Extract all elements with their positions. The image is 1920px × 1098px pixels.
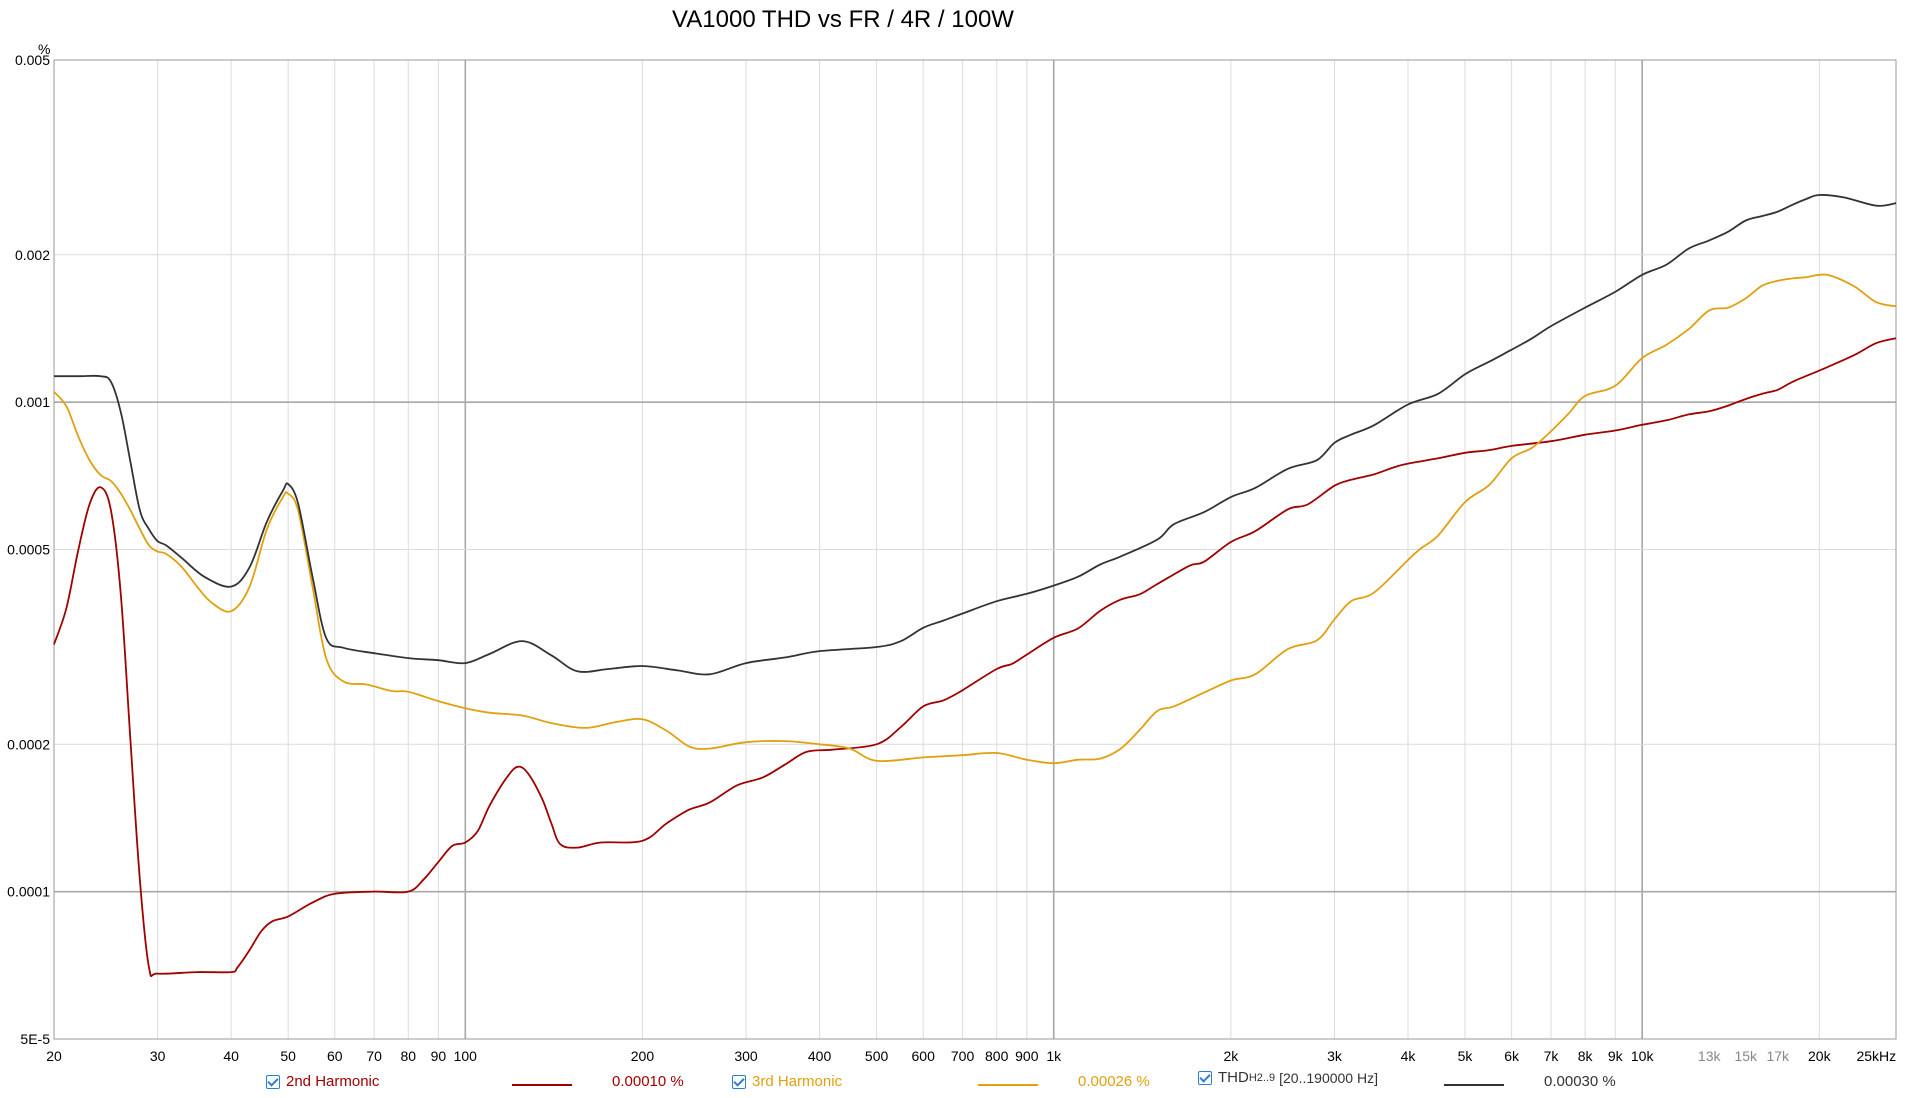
x-tick-label: 80 <box>400 1048 416 1064</box>
x-tick-label: 60 <box>327 1048 343 1064</box>
y-tick-labels: 0.005 0.002 0.001 0.0005 0.0002 0.0001 5E-5 <box>7 52 50 1047</box>
x-tick-label: 2k <box>1223 1048 1239 1064</box>
x-tick-label: 600 <box>912 1048 936 1064</box>
x-tick-label: 25kHz <box>1856 1048 1896 1064</box>
x-tick-label: 1k <box>1046 1048 1062 1064</box>
legend-label-suffix: [20..190000 Hz] <box>1279 1069 1378 1086</box>
y-axis-unit: % <box>38 41 50 57</box>
legend-label: THD <box>1218 1069 1249 1086</box>
x-tick-label: 9k <box>1608 1048 1624 1064</box>
checkbox-checked-icon[interactable] <box>732 1074 746 1089</box>
y-tick-label: 0.0005 <box>7 542 50 558</box>
x-tick-label: 5k <box>1458 1048 1474 1064</box>
y-tick-label: 0.005 <box>15 52 50 68</box>
y-tick-label: 0.002 <box>15 247 50 263</box>
x-tick-label: 400 <box>808 1048 832 1064</box>
x-tick-label: 70 <box>366 1048 382 1064</box>
x-tick-label: 3k <box>1327 1048 1343 1064</box>
x-tick-label: 15k <box>1734 1048 1758 1064</box>
x-tick-label: 100 <box>454 1048 478 1064</box>
x-tick-label: 300 <box>734 1048 758 1064</box>
x-tick-label: 7k <box>1544 1048 1560 1064</box>
legend-item-thd[interactable]: THD H2..9 [20..190000 Hz] <box>1198 1069 1378 1086</box>
legend-item-3rd-harmonic[interactable]: 3rd Harmonic <box>732 1073 842 1090</box>
x-tick-label: 20 <box>46 1048 62 1064</box>
legend-item-2nd-harmonic[interactable]: 2nd Harmonic <box>266 1073 379 1090</box>
y-tick-label: 0.0001 <box>7 884 50 900</box>
x-tick-labels: 20 30 40 50 60 70 80 90 100 200 300 400 500 600 700 800… <box>46 1048 1896 1064</box>
chart-title: VA1000 THD vs FR / 4R / 100W <box>672 6 1014 33</box>
legend-line-3rd-harmonic <box>978 1084 1038 1086</box>
x-tick-label: 900 <box>1015 1048 1039 1064</box>
legend-value-2nd-harmonic: 0.00010 % <box>612 1073 684 1090</box>
legend-value-3rd-harmonic: 0.00026 % <box>1078 1073 1150 1090</box>
x-tick-label: 4k <box>1401 1048 1417 1064</box>
x-tick-label: 8k <box>1578 1048 1594 1064</box>
x-tick-label: 20k <box>1808 1048 1832 1064</box>
x-tick-label: 6k <box>1504 1048 1520 1064</box>
legend-value-thd: 0.00030 % <box>1544 1073 1616 1090</box>
series-layer <box>53 194 1897 977</box>
x-tick-label: 17k <box>1766 1048 1790 1064</box>
plot-border <box>53 59 1897 1040</box>
x-tick-label: 30 <box>150 1048 166 1064</box>
x-tick-label: 90 <box>431 1048 447 1064</box>
legend-line-thd <box>1444 1084 1504 1086</box>
checkbox-checked-icon[interactable] <box>1198 1070 1212 1085</box>
x-tick-label: 500 <box>865 1048 889 1064</box>
y-grid <box>54 59 1896 1040</box>
x-tick-label: 50 <box>280 1048 296 1064</box>
x-tick-label: 40 <box>223 1048 239 1064</box>
x-tick-label: 700 <box>951 1048 975 1064</box>
y-tick-label: 0.001 <box>15 394 50 410</box>
x-tick-label: 10k <box>1631 1048 1655 1064</box>
y-tick-label: 5E-5 <box>20 1031 50 1047</box>
legend-label: 3rd Harmonic <box>752 1073 843 1090</box>
series-line-2nd-harmonic <box>53 337 1897 977</box>
legend-line-2nd-harmonic <box>512 1084 572 1086</box>
legend-label: 2nd Harmonic <box>286 1073 380 1090</box>
x-tick-label: 200 <box>631 1048 655 1064</box>
series-line-3rd-harmonic <box>53 273 1897 765</box>
checkbox-checked-icon[interactable] <box>266 1074 280 1089</box>
x-tick-label: 800 <box>985 1048 1009 1064</box>
legend-label-sub: H2..9 <box>1248 1071 1276 1084</box>
x-tick-label: 13k <box>1698 1048 1722 1064</box>
legend: 2nd Harmonic 0.00010 % 3rd Harmonic 0.00… <box>0 1069 1920 1097</box>
y-tick-label: 0.0002 <box>7 736 50 752</box>
series-line-thd <box>54 194 1897 676</box>
